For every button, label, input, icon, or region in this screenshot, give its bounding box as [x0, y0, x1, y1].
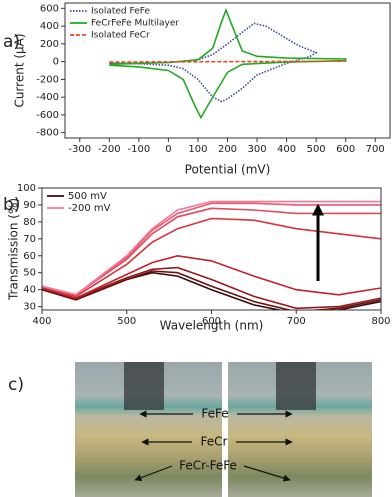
series-line	[42, 270, 381, 310]
legend-label: FeCrFeFe Multilayer	[91, 19, 179, 29]
y-axis-title: Current (μA)	[13, 33, 27, 107]
legend: 500 mV-200 mV	[47, 191, 111, 214]
series-line	[109, 60, 346, 63]
y-tick-label: 60	[23, 251, 36, 262]
y-tick-label: 90	[23, 200, 36, 211]
series-line	[109, 22, 318, 103]
x-tick-label: -300	[68, 144, 91, 155]
plot-frame	[41, 187, 382, 311]
x-tick-label: 300	[247, 144, 266, 155]
x-tick-label: 700	[287, 316, 306, 327]
x-tick-label: 800	[371, 316, 390, 327]
y-tick-label: 600	[40, 3, 59, 14]
series-line	[42, 200, 381, 296]
legend-label: Isolated FeFe	[91, 7, 150, 17]
holder-right	[276, 362, 316, 410]
x-tick-label: 0	[165, 144, 171, 155]
arrow	[243, 465, 291, 482]
chart: 400 500 600 700 800 30 40 50 60 70 80 90 100 Waveleng…	[3, 183, 391, 333]
x-tick-label: 200	[218, 144, 237, 155]
legend-label: 500 mV	[68, 191, 107, 202]
x-tick-label: 600	[336, 144, 355, 155]
legend: Isolated FeFe FeCrFeFe Multilayer Isolated…	[70, 7, 179, 41]
panel-label: c)	[8, 375, 24, 395]
photo-panel: c) FeFe FeCr FeCr-FeFe	[8, 362, 372, 497]
plot-frame	[64, 2, 391, 139]
x-axis-title: Wavelength (nm)	[160, 319, 264, 333]
y-axis-title: Transmission (%)	[7, 198, 21, 301]
x-tick-label: -100	[128, 144, 151, 155]
series-line	[42, 266, 381, 310]
legend-label: Isolated FeCr	[91, 31, 150, 41]
photo-arrows	[134, 410, 293, 482]
series-line	[109, 7, 347, 120]
series-line	[42, 217, 381, 298]
y-tick-label: 30	[23, 302, 36, 313]
y-tick-label: 40	[23, 285, 36, 296]
y-tick-label: 80	[23, 217, 36, 228]
y-tick-label: -400	[36, 92, 59, 103]
x-tick-label: 700	[366, 144, 385, 155]
panel-label: b)	[3, 195, 20, 215]
panel-label: a)	[3, 32, 20, 52]
x-tick-label: -200	[98, 144, 121, 155]
arrow	[134, 465, 173, 482]
x-tick-label: 500	[307, 144, 326, 155]
x-tick-label: 400	[32, 316, 51, 327]
x-axis-title: Potential (mV)	[185, 163, 271, 177]
y-tick-label: 200	[40, 39, 59, 50]
y-tick-label: 0	[53, 57, 59, 68]
x-tick-label: 600	[202, 316, 221, 327]
y-tick-label: -200	[36, 74, 59, 85]
y-tick-label: 100	[17, 183, 36, 194]
chart: -300 -200 -100 0 100 200 300 400 500 600 700 -800 -6…	[3, 2, 391, 177]
x-tick-label: 400	[277, 144, 296, 155]
x-tick-label: 100	[188, 144, 207, 155]
photo-label: FeFe	[201, 407, 228, 421]
y-tick-label: -800	[36, 128, 59, 139]
holder-left	[124, 362, 164, 410]
y-tick-label: 70	[23, 234, 36, 245]
x-tick-label: 500	[117, 316, 136, 327]
photo-label: FeCr-FeFe	[179, 459, 237, 473]
y-tick-label: 400	[40, 21, 59, 32]
series-line	[42, 254, 381, 299]
y-tick-label: 50	[23, 268, 36, 279]
y-tick-label: -600	[36, 110, 59, 121]
legend-label: -200 mV	[68, 203, 111, 214]
photo-label: FeCr	[201, 435, 228, 449]
